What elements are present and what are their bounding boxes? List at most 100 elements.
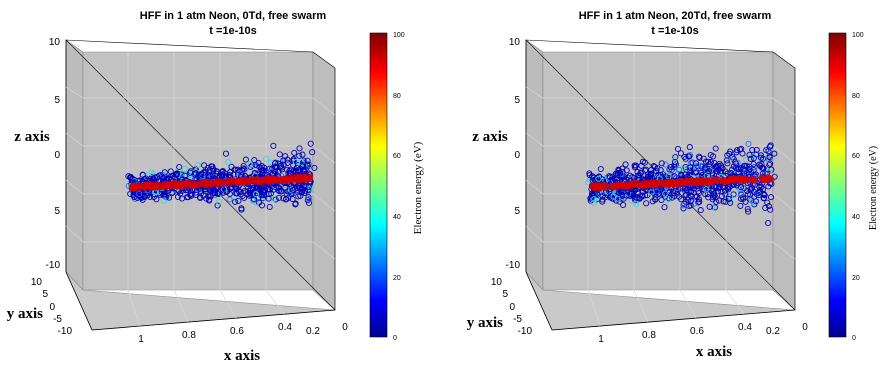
scatter-point	[253, 190, 260, 197]
scatter-point	[678, 196, 685, 203]
scatter-point	[652, 196, 659, 203]
scatter-point	[220, 189, 227, 196]
scatter-point	[609, 173, 616, 180]
scatter-point	[732, 160, 740, 167]
scatter-point	[722, 191, 729, 198]
scatter-point	[666, 189, 673, 196]
scatter-point	[687, 164, 694, 171]
colorbar	[828, 32, 847, 338]
scatter-point	[233, 185, 240, 193]
scatter-point	[226, 177, 233, 184]
z-tick: 10	[49, 37, 61, 48]
scatter-point	[695, 199, 702, 206]
z-axis-label: z axis	[14, 129, 50, 145]
scatter-point	[296, 145, 303, 152]
y-tick: -10	[518, 326, 533, 337]
colorbar-tick: 60	[852, 153, 860, 160]
colorbar-label: Electron energy (eV)	[412, 141, 424, 234]
x-axis-label: x axis	[696, 344, 732, 360]
x-tick: 1	[138, 334, 144, 345]
x-tick: 0.2	[306, 326, 320, 337]
scatter-point	[311, 164, 318, 171]
scatter-point	[156, 172, 163, 179]
scatter-point	[687, 197, 694, 205]
scatter-point	[623, 167, 630, 174]
scatter-point	[306, 196, 313, 203]
scatter-point	[236, 167, 243, 174]
scatter-point	[298, 188, 306, 195]
scatter-point	[275, 184, 282, 191]
scatter-point	[706, 178, 713, 185]
x-tick: 0.4	[738, 322, 752, 333]
scatter-point	[289, 196, 296, 203]
scatter-point	[251, 177, 258, 183]
scatter-point	[160, 197, 167, 204]
scatter-point	[703, 186, 710, 193]
scatter-point	[767, 160, 774, 167]
scatter-point	[747, 155, 754, 162]
y-tick: -5	[53, 314, 62, 325]
scatter-point	[173, 170, 180, 177]
scatter-point	[156, 184, 162, 191]
scatter-point	[299, 151, 306, 158]
scatter-point	[236, 170, 243, 177]
scatter-point	[750, 155, 757, 162]
scatter-point	[591, 195, 598, 203]
colorbar-tick: 100	[852, 32, 864, 39]
scatter-point	[206, 173, 213, 180]
scatter-point	[674, 170, 681, 177]
scatter-point	[701, 164, 708, 171]
scatter-point	[597, 165, 604, 173]
scatter-point	[198, 170, 205, 177]
scatter-point	[287, 166, 294, 173]
scatter-point	[641, 159, 648, 166]
y-axis-line	[65, 271, 93, 331]
scatter-point	[288, 182, 295, 189]
scatter-point	[679, 178, 686, 185]
scatter-point	[136, 185, 143, 192]
scatter-point	[241, 194, 248, 201]
scatter-point	[662, 190, 669, 197]
scatter-point	[188, 192, 195, 199]
scatter-point	[139, 171, 146, 178]
scatter-point	[278, 162, 285, 169]
scatter-point	[242, 156, 249, 163]
scatter-point	[192, 171, 199, 178]
colorbar-tick: 0	[852, 335, 856, 342]
scatter-point	[760, 194, 767, 201]
scatter-point	[167, 173, 174, 181]
scatter-point	[727, 176, 734, 183]
y-axis-label: y axis	[467, 315, 503, 331]
scatter-point	[751, 164, 758, 171]
scatter-point	[652, 193, 659, 200]
scatter-point	[766, 153, 773, 160]
scatter-point	[227, 169, 234, 176]
scatter-point	[692, 160, 700, 167]
z-tick: -10	[506, 260, 521, 271]
colorbar-tick: 40	[393, 214, 401, 221]
scatter-point	[646, 181, 652, 187]
scatter-point	[258, 163, 265, 170]
colorbar-tick: 20	[852, 275, 860, 282]
scatter-point	[607, 194, 614, 201]
scatter-point	[730, 191, 737, 198]
scatter-point	[284, 191, 291, 198]
scatter-point	[713, 177, 720, 184]
scatter-point	[719, 165, 726, 172]
scatter-point	[251, 170, 258, 177]
scatter-point	[225, 159, 232, 166]
scatter-point	[750, 177, 757, 183]
scatter-point	[252, 191, 260, 198]
colorbar-tick: 100	[393, 32, 405, 39]
scatter-point	[291, 149, 298, 156]
y-tick: 0	[509, 302, 515, 313]
y-tick: -5	[513, 314, 522, 325]
scatter-point	[771, 150, 778, 157]
scatter-point	[724, 160, 731, 167]
z-tick: 0	[54, 150, 60, 161]
scatter-point	[621, 183, 627, 190]
scatter-point	[262, 156, 270, 163]
scatter-point	[683, 191, 690, 198]
scatter-point	[729, 154, 736, 161]
scatter-point	[272, 196, 279, 203]
